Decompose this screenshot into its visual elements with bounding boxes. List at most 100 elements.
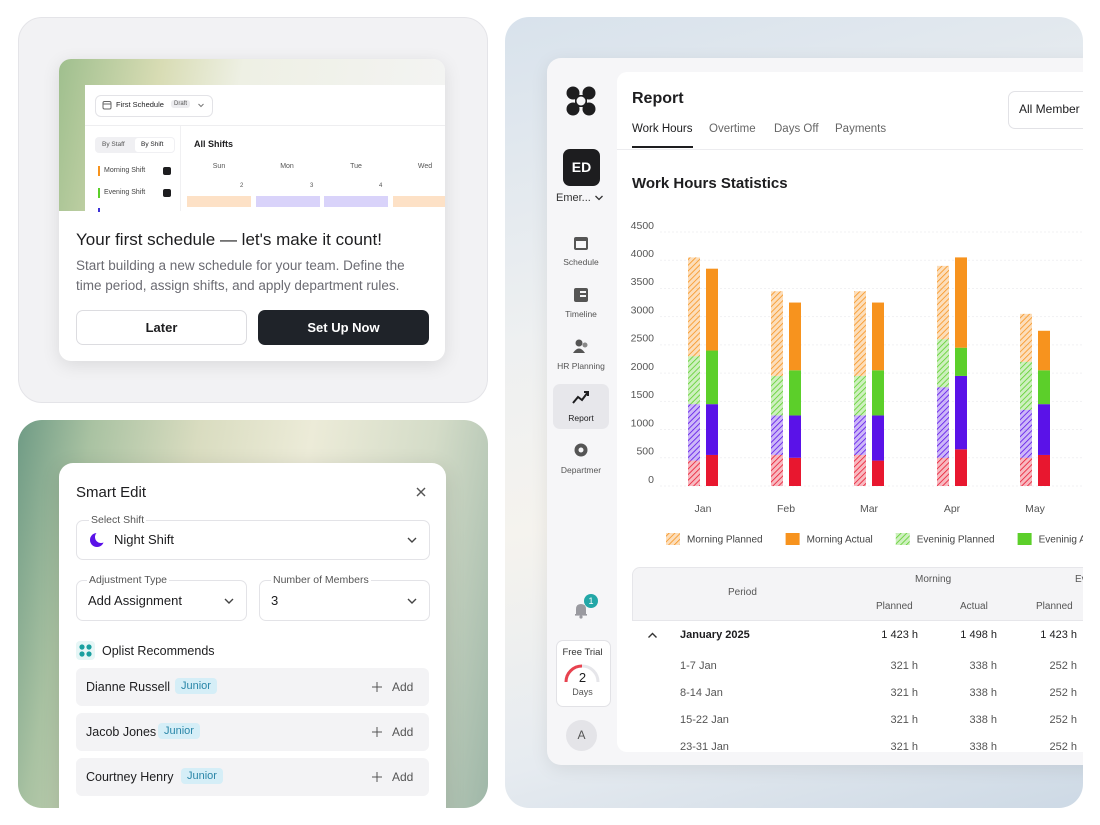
bar-segment	[1020, 313, 1032, 362]
divider	[617, 149, 1083, 150]
period-cell: 1-7 Jan	[680, 660, 717, 672]
tab[interactable]: By Staff	[102, 141, 125, 148]
bar-segment	[872, 370, 884, 416]
bar-segment	[854, 375, 866, 416]
page-title: Report	[632, 90, 684, 107]
setup-button[interactable]: Set Up Now	[258, 310, 429, 345]
bar-segment	[937, 339, 949, 388]
filter-label: All Member	[1019, 102, 1080, 116]
bar-segment	[1020, 457, 1032, 486]
select-field[interactable]	[76, 520, 430, 560]
nav-item[interactable]: Report	[568, 413, 594, 423]
checkbox[interactable]	[163, 167, 171, 175]
y-tick-label: 4500	[631, 220, 655, 232]
bar-segment	[955, 257, 967, 348]
x-tick-label: Feb	[777, 503, 795, 515]
hr-icon	[573, 339, 588, 353]
bar-segment	[955, 347, 967, 376]
x-tick-label: Jan	[695, 503, 712, 515]
bar-segment	[872, 302, 884, 371]
value-cell: 252 h	[1049, 741, 1077, 753]
shift-block	[187, 196, 251, 207]
value-cell: 338 h	[969, 714, 997, 726]
bar-segment	[706, 350, 718, 405]
status-badge: Draft	[171, 100, 191, 108]
bar-segment	[771, 415, 783, 455]
shift-color	[98, 208, 100, 212]
bar-segment	[955, 449, 967, 486]
member-name: Dianne Russell	[86, 680, 171, 694]
chevron	[595, 195, 603, 201]
add-button[interactable]: Add	[392, 680, 414, 694]
shift-block	[324, 196, 388, 207]
trial-box[interactable]	[556, 640, 611, 707]
oplist-logo	[76, 641, 95, 660]
date-label: 2	[240, 183, 244, 189]
bar-segment	[1020, 409, 1032, 458]
recommend-title: Oplist Recommends	[102, 644, 215, 658]
checkbox[interactable]	[163, 189, 171, 197]
value-cell: 321 h	[890, 741, 918, 753]
shift-name: Morning Shift	[104, 167, 146, 174]
period-cell: 23-31 Jan	[680, 741, 729, 753]
y-tick-label: 1000	[631, 417, 655, 429]
bar-segment	[789, 415, 801, 458]
period-cell: January 2025	[680, 629, 750, 641]
nav-active	[553, 384, 609, 429]
add-button[interactable]: Add	[392, 725, 414, 739]
bar-segment	[771, 375, 783, 416]
collapse-chevron[interactable]	[647, 631, 658, 640]
value-cell: 252 h	[1049, 687, 1077, 699]
level-badge: Junior	[158, 723, 200, 739]
y-tick-label: 0	[648, 474, 654, 486]
later-button[interactable]: Later	[76, 310, 247, 345]
divider	[180, 126, 181, 211]
bar-segment	[688, 404, 700, 461]
filter-button[interactable]	[1008, 91, 1083, 129]
legend-label: Eveninig Planned	[917, 535, 995, 546]
report-icon	[572, 391, 589, 404]
chevron	[407, 598, 417, 604]
legend-swatch	[666, 533, 680, 545]
bar-segment	[854, 454, 866, 486]
value-cell: 1 423 h	[1040, 629, 1077, 641]
column-header: Planned	[1036, 601, 1073, 612]
value-cell: 321 h	[890, 660, 918, 672]
tab[interactable]: Days Off	[774, 123, 819, 135]
bar-segment	[1038, 454, 1050, 486]
team-avatar[interactable]: ED	[563, 149, 600, 186]
period-cell: 8-14 Jan	[680, 687, 723, 699]
tab[interactable]: Payments	[835, 123, 887, 135]
legend-swatch	[785, 533, 800, 545]
bar-segment	[771, 454, 783, 486]
modal-title: Smart Edit	[76, 484, 147, 501]
onboarding-title: Your first schedule — let's make it coun…	[76, 230, 382, 249]
bar-segment	[789, 370, 801, 416]
bar-segment	[771, 291, 783, 376]
add-button[interactable]: Add	[392, 770, 414, 784]
smart-edit-panel: Smart Edit Select Shift Night Shift Adju…	[18, 420, 488, 808]
close-button[interactable]	[415, 486, 427, 498]
nav-item[interactable]: Timeline	[565, 309, 597, 319]
legend-label: Eveninig Actua	[1039, 535, 1083, 546]
nav-item[interactable]: Departmer	[560, 465, 602, 475]
y-tick-label: 2000	[631, 361, 655, 373]
nav-item[interactable]: Schedule	[563, 257, 599, 267]
user-name[interactable]: Emer...	[556, 192, 591, 204]
select-field[interactable]	[259, 580, 430, 621]
tab[interactable]: By Shift	[141, 141, 164, 148]
active-tab	[135, 138, 174, 152]
user-avatar[interactable]: A	[566, 720, 597, 751]
trial-unit: Days	[572, 687, 593, 697]
bell-icon[interactable]	[573, 601, 589, 619]
shift-name: Evening Shift	[104, 189, 146, 196]
tab-active[interactable]: Work Hours	[632, 123, 693, 135]
trial-label: Free Trial	[562, 647, 603, 658]
bar-segment	[1038, 404, 1050, 455]
column-header: Period	[728, 587, 757, 598]
nav-item[interactable]: HR Planning	[557, 361, 605, 371]
tab[interactable]: Overtime	[709, 123, 756, 135]
day-label: Sun	[212, 163, 226, 170]
field-label: Number of Members	[271, 574, 371, 586]
